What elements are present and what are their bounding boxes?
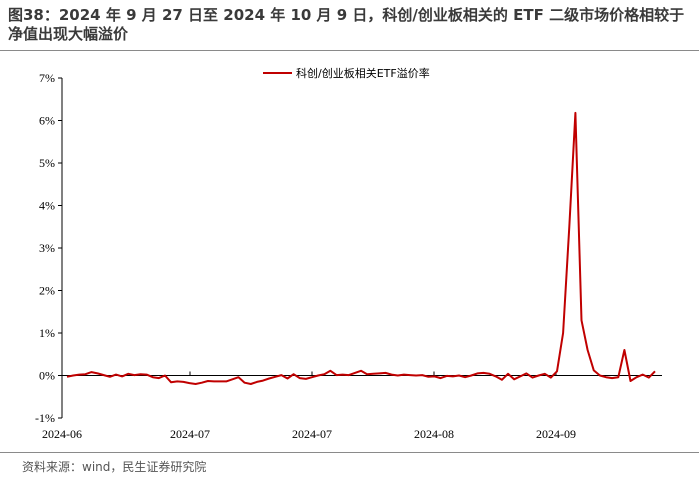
y-tick-label: 5% bbox=[39, 156, 55, 170]
y-axis-ticks: -1% 0% 1% 2% 3% 4% 5% 6% 7% bbox=[35, 71, 62, 425]
legend: 科创/创业板相关ETF溢价率 bbox=[263, 66, 430, 80]
x-tick-label: 2024-07 bbox=[292, 427, 332, 441]
x-tick-label: 2024-06 bbox=[42, 427, 82, 441]
y-tick-label: 6% bbox=[39, 114, 55, 128]
figure-title: 图38：2024 年 9 月 27 日至 2024 年 10 月 9 日，科创/… bbox=[8, 6, 685, 43]
bottom-rule bbox=[0, 452, 699, 453]
legend-label: 科创/创业板相关ETF溢价率 bbox=[296, 66, 430, 80]
series-layer bbox=[66, 111, 656, 385]
x-tick-label: 2024-08 bbox=[414, 427, 454, 441]
y-tick-label: 4% bbox=[39, 199, 55, 213]
top-rule bbox=[0, 50, 699, 51]
y-tick-label: -1% bbox=[35, 411, 55, 425]
axes bbox=[61, 78, 662, 418]
x-axis-ticks: 2024-06 2024-07 2024-07 2024-08 2024-09 bbox=[42, 371, 576, 441]
source-note: 资料来源：wind，民生证券研究院 bbox=[22, 460, 207, 474]
x-tick-label: 2024-07 bbox=[170, 427, 210, 441]
y-tick-label: 0% bbox=[39, 369, 55, 383]
y-tick-label: 3% bbox=[39, 241, 55, 255]
series-line bbox=[66, 111, 656, 385]
x-tick-label: 2024-09 bbox=[536, 427, 576, 441]
y-tick-label: 1% bbox=[39, 326, 55, 340]
y-tick-label: 2% bbox=[39, 284, 55, 298]
y-tick-label: 7% bbox=[39, 71, 55, 85]
